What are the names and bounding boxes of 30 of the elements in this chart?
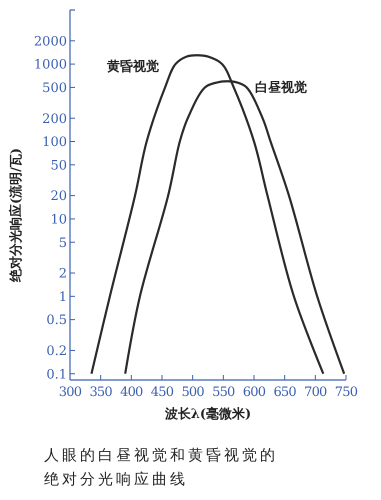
text: 人眼的白昼视觉和黄昏视觉的 — [44, 446, 278, 464]
y-tick-label: 100 — [42, 135, 67, 150]
x-tick-label: 550 — [212, 385, 236, 400]
y-tick-label: 0.2 — [46, 344, 67, 359]
y-tick-label: 500 — [42, 80, 67, 96]
y-tick-label: 20 — [50, 189, 67, 204]
y-tick-label: 200 — [42, 112, 67, 127]
y-tick-label: 2000 — [34, 34, 67, 50]
y-tick-label: 10 — [50, 212, 67, 228]
y-tick-label: 0.5 — [46, 313, 67, 328]
x-tick-label: 700 — [304, 385, 328, 400]
x-tick-label: 750 — [334, 385, 358, 400]
y-tick-label: 1000 — [34, 58, 67, 73]
y-tick-label: 50 — [50, 158, 67, 174]
series-label: 黄昏视觉 — [106, 58, 159, 74]
x-tick-label: 600 — [242, 385, 266, 400]
x-axis-title: 波长λ(毫微米) — [164, 406, 252, 422]
text: 绝对分光响应曲线 — [44, 470, 188, 488]
y-tick-label: 5 — [58, 236, 67, 251]
x-tick-label: 300 — [58, 385, 82, 400]
x-tick-label: 350 — [89, 385, 112, 400]
x-tick-label: 450 — [150, 385, 174, 400]
y-tick-label: 0.1 — [46, 367, 67, 382]
x-tick-label: 500 — [181, 385, 204, 400]
y-tick-label: 2 — [58, 266, 67, 282]
x-tick-label: 650 — [273, 385, 296, 400]
series-label: 白昼视觉 — [255, 79, 308, 96]
y-axis-title: 绝对分光响应(流明/瓦) — [8, 148, 24, 284]
y-tick-label: 1 — [58, 290, 67, 305]
x-tick-label: 400 — [120, 385, 144, 400]
